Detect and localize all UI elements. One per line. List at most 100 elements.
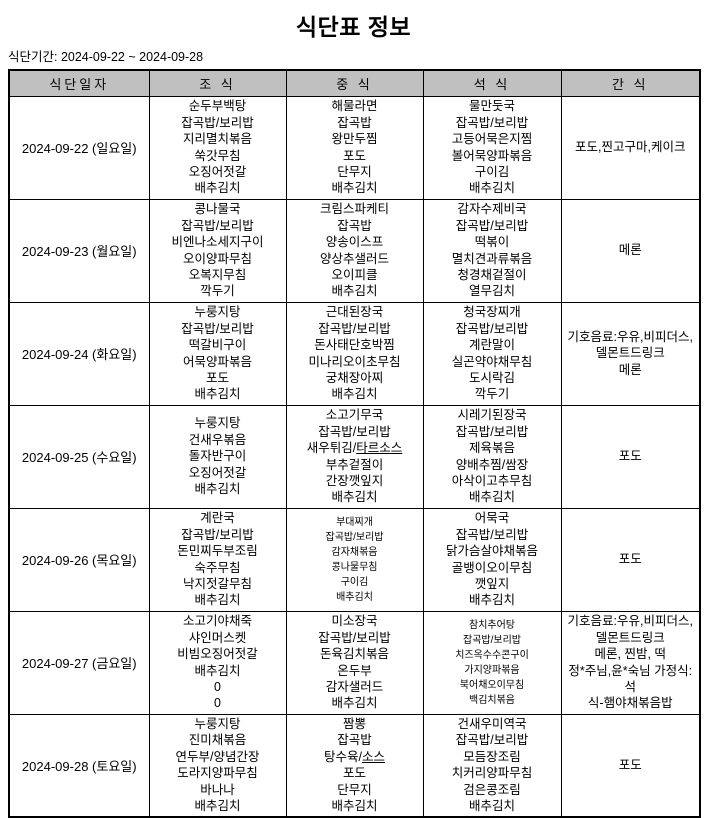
column-header: 간 식 xyxy=(560,69,701,97)
meal-item: 도라지양파무침 xyxy=(177,766,258,781)
meal-item: 돈민찌두부조림 xyxy=(177,544,258,559)
meal-item: 진미채볶음 xyxy=(188,733,247,748)
meal-item: 모듬장조림 xyxy=(463,749,521,764)
meal-item: 델몬트드링크 xyxy=(595,630,665,645)
meal-item: 정*주님,윤*숙님 가정식:석 xyxy=(568,663,693,694)
meal-item: 미나리오이초무침 xyxy=(308,354,401,369)
meal-item: 포도 xyxy=(342,148,366,163)
meal-cell: 소고기무국 잡곡밥/보리밥 새우튀김/타르소스 부추겉절이 간장깻잎지 배추김치 xyxy=(285,404,424,509)
meal-item: 감자채볶음 xyxy=(331,546,378,558)
meal-item: 간장깻잎지 xyxy=(325,473,384,488)
meal-item: 배추김치 xyxy=(331,799,378,814)
meal-item: 포도 xyxy=(618,758,642,773)
date-cell: 2024-09-28 (토요일) xyxy=(8,713,150,818)
meal-item: 연두부/양념간장 xyxy=(175,749,260,764)
meal-item: 배추김치 xyxy=(331,696,378,711)
meal-item: 가지양파볶음 xyxy=(464,664,520,676)
meal-item: 크림스파케티 xyxy=(319,202,389,217)
meal-item: 포도 xyxy=(342,766,366,781)
meal-cell: 어묵국 잡곡밥/보리밥 닭가슴살야채볶음 골뱅이오이무침 깻잎지 배추김치 xyxy=(422,507,562,612)
meal-item: 잡곡밥/보리밥 xyxy=(455,218,529,233)
date-cell: 2024-09-23 (월요일) xyxy=(8,198,150,303)
meal-cell: 순두부백탕 잡곡밥/보리밥 지리멸치볶음 쑥갓무침 오징어젓갈 배추김치 xyxy=(148,95,287,200)
meal-cell: 미소장국 잡곡밥/보리밥 돈육김치볶음 온두부 감자샐러드 배추김치 xyxy=(285,610,424,715)
meal-item: 배추김치 xyxy=(468,181,515,196)
meal-item: 잡곡밥/보리밥 xyxy=(455,321,529,336)
meal-item: 순두부백탕 xyxy=(188,99,247,114)
meal-item: 잡곡밥/보리밥 xyxy=(455,424,529,439)
meal-item: 계란말이 xyxy=(468,338,515,353)
meal-item: 배추김치 xyxy=(194,593,241,608)
meal-item: 잡곡밥/보리밥 xyxy=(318,630,391,645)
date-cell: 2024-09-26 (목요일) xyxy=(8,507,150,612)
meal-item: 돈육김치볶음 xyxy=(319,647,389,662)
meal-item: 깍두기 xyxy=(200,284,235,299)
meal-cell: 누룽지탕 건새우볶음 돌자반구이 오징어젓갈 배추김치 xyxy=(148,404,287,509)
meal-item: 콩나물무침 xyxy=(331,561,378,573)
meal-item: 실곤약야채무침 xyxy=(451,354,533,369)
meal-item: 메론 xyxy=(618,362,642,377)
meal-item: 배추김치 xyxy=(194,181,241,196)
meal-item: 미소장국 xyxy=(331,614,378,629)
meal-item: 떡갈비구이 xyxy=(188,338,247,353)
meal-item: 북어채오이무침 xyxy=(459,679,525,691)
meal-item: 오이양파무침 xyxy=(182,251,252,266)
meal-row: 2024-09-22 (일요일) 순두부백탕 잡곡밥/보리밥 지리멸치볶음 쑥갓무침 오징… xyxy=(8,95,701,200)
column-header: 조 식 xyxy=(148,69,287,97)
period-label: 식단기간: 2024-09-22 ~ 2024-09-28 xyxy=(8,50,204,64)
meal-item: 지리멸치볶음 xyxy=(182,132,252,147)
meal-item: 양송이스프 xyxy=(325,235,384,250)
meal-item: 식-햄야채볶음밥 xyxy=(587,696,673,711)
meal-item: 단무지 xyxy=(337,164,372,179)
meal-cell: 물만둣국 잡곡밥/보리밥 고등어묵은지찜 볼어묵양파볶음 구이김 배추김치 xyxy=(422,95,562,200)
meal-item: 어묵국 xyxy=(474,511,510,526)
meal-item: 구이김 xyxy=(340,576,369,588)
meal-item: 어묵양파볶음 xyxy=(182,354,252,369)
meal-item: 잡곡밥/보리밥 xyxy=(455,115,529,130)
meal-item: 오복지무침 xyxy=(188,267,247,282)
date-cell: 2024-09-25 (수요일) xyxy=(8,404,150,509)
meal-cell: 기호음료:우유,비피더스, 델몬트드링크 메론 xyxy=(560,301,701,406)
date-cell: 2024-09-24 (화요일) xyxy=(8,301,150,406)
meal-item: 돈사태단호박찜 xyxy=(314,338,395,353)
meal-item: 닭가슴살야채볶음 xyxy=(445,544,538,559)
meal-cell: 해물라면 잡곡밥 왕만두찜 포도 단무지 배추김치 xyxy=(285,95,424,200)
meal-item: 잡곡밥/보리밥 xyxy=(455,527,529,542)
meal-item: 잡곡밥/보리밥 xyxy=(463,634,521,646)
meal-item: 양배추찜/쌈장 xyxy=(455,457,529,472)
meal-item: 치즈옥수수콘구이 xyxy=(455,649,529,661)
meal-item: 쑥갓무침 xyxy=(194,148,241,163)
meal-item: 배추김치 xyxy=(331,181,378,196)
meal-item: 청경채겉절이 xyxy=(457,267,527,282)
meal-item: 배추김치 xyxy=(336,591,373,603)
meal-item: 근대된장국 xyxy=(325,305,384,320)
meal-item: 잡곡밥 xyxy=(337,733,372,748)
meal-item: 청국장찌개 xyxy=(463,305,521,320)
meal-item: 배추김치 xyxy=(331,490,378,505)
meal-item: 떡볶이 xyxy=(474,235,510,250)
meal-cell: 포도 xyxy=(560,507,701,612)
meal-item: 메론, 찐밤, 떡 xyxy=(594,647,666,662)
page-title: 식단표 정보 xyxy=(295,14,412,40)
meal-item: 포도,찐고구마,케이크 xyxy=(575,140,686,155)
meal-item: 잡곡밥/보리밥 xyxy=(318,321,391,336)
meal-cell: 감자수제비국 잡곡밥/보리밥 떡볶이 멸치견과류볶음 청경채겉절이 열무김치 xyxy=(422,198,562,303)
meal-row: 2024-09-24 (화요일) 누룽지탕 잡곡밥/보리밥 떡갈비구이 어묵양파볶음 포도… xyxy=(8,301,701,406)
meal-item: 샤인머스켓 xyxy=(188,630,247,645)
meal-item: 잡곡밥 xyxy=(337,218,372,233)
column-header: 식단일자 xyxy=(8,69,150,97)
meal-item: 잡곡밥/보리밥 xyxy=(325,531,384,543)
meal-cell: 포도 xyxy=(560,404,701,509)
meal-item: 기호음료:우유,비피더스, xyxy=(567,329,693,344)
meal-item: 0 xyxy=(214,679,221,694)
meal-cell: 계란국 잡곡밥/보리밥 돈민찌두부조림 숙주무침 낙지젓갈무침 배추김치 xyxy=(148,507,287,612)
meal-item: 새우튀김/타르소스 xyxy=(306,441,403,456)
meal-item: 잡곡밥/보리밥 xyxy=(181,321,254,336)
meal-item: 깻잎지 xyxy=(474,576,510,591)
meal-item: 오이피클 xyxy=(331,267,378,282)
meal-item: 아삭이고추무침 xyxy=(451,473,533,488)
meal-item: 0 xyxy=(214,696,221,711)
meal-item: 포도 xyxy=(618,552,642,567)
